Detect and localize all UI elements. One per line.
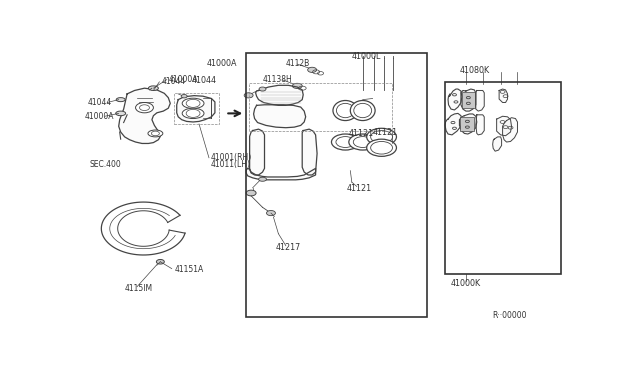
Ellipse shape bbox=[116, 111, 125, 116]
Polygon shape bbox=[502, 118, 518, 142]
Text: 41000K: 41000K bbox=[451, 279, 481, 288]
Ellipse shape bbox=[116, 97, 125, 102]
Polygon shape bbox=[250, 129, 264, 175]
Text: 4115lM: 4115lM bbox=[125, 284, 153, 293]
Text: 41121: 41121 bbox=[347, 184, 372, 193]
Text: SEC.400: SEC.400 bbox=[90, 160, 122, 169]
Polygon shape bbox=[255, 85, 303, 105]
Text: 41001(RH): 41001(RH) bbox=[211, 153, 252, 162]
Polygon shape bbox=[448, 89, 462, 110]
Text: 41044: 41044 bbox=[88, 98, 112, 107]
Ellipse shape bbox=[148, 130, 163, 137]
Text: 41000A: 41000A bbox=[85, 112, 115, 121]
Polygon shape bbox=[302, 129, 317, 175]
Ellipse shape bbox=[182, 108, 204, 119]
Polygon shape bbox=[246, 169, 316, 180]
Polygon shape bbox=[445, 113, 462, 135]
Bar bbox=[462, 93, 475, 108]
Bar bbox=[246, 53, 428, 317]
Ellipse shape bbox=[332, 134, 359, 150]
Polygon shape bbox=[461, 89, 476, 111]
Text: 41000L: 41000L bbox=[351, 52, 381, 61]
Ellipse shape bbox=[349, 134, 376, 150]
Polygon shape bbox=[497, 116, 511, 136]
Text: 41044: 41044 bbox=[191, 76, 216, 85]
Ellipse shape bbox=[259, 87, 266, 91]
Ellipse shape bbox=[246, 190, 256, 196]
Ellipse shape bbox=[136, 103, 154, 113]
Text: 41151A: 41151A bbox=[174, 265, 204, 274]
Ellipse shape bbox=[266, 211, 275, 216]
Ellipse shape bbox=[181, 94, 187, 98]
Polygon shape bbox=[460, 114, 477, 134]
Polygon shape bbox=[499, 89, 508, 103]
Text: 41044: 41044 bbox=[161, 77, 186, 86]
Ellipse shape bbox=[244, 93, 253, 98]
Polygon shape bbox=[476, 90, 484, 111]
Polygon shape bbox=[476, 115, 484, 135]
Polygon shape bbox=[493, 137, 502, 151]
Ellipse shape bbox=[156, 260, 164, 264]
Text: 41011(LH): 41011(LH) bbox=[211, 160, 250, 169]
Ellipse shape bbox=[350, 100, 375, 121]
Ellipse shape bbox=[148, 86, 158, 90]
Text: 41121: 41121 bbox=[372, 128, 398, 137]
Ellipse shape bbox=[182, 98, 204, 109]
Text: 41000A: 41000A bbox=[207, 59, 237, 68]
Text: 4112B: 4112B bbox=[286, 59, 310, 68]
Text: R··00000: R··00000 bbox=[492, 311, 527, 320]
Ellipse shape bbox=[292, 83, 302, 89]
Ellipse shape bbox=[259, 177, 266, 181]
Polygon shape bbox=[177, 96, 215, 122]
Bar bbox=[445, 82, 561, 274]
Text: 41080K: 41080K bbox=[460, 66, 490, 75]
Text: 41000A: 41000A bbox=[168, 75, 198, 84]
Polygon shape bbox=[118, 88, 170, 144]
Ellipse shape bbox=[367, 128, 396, 145]
Text: 41138H: 41138H bbox=[262, 74, 292, 83]
Bar bbox=[249, 83, 392, 131]
Bar bbox=[460, 117, 474, 131]
Text: 41217: 41217 bbox=[276, 243, 301, 252]
Ellipse shape bbox=[333, 100, 358, 121]
Polygon shape bbox=[253, 105, 306, 128]
Ellipse shape bbox=[367, 139, 396, 156]
Text: 41121: 41121 bbox=[349, 129, 374, 138]
Ellipse shape bbox=[308, 67, 317, 73]
Bar bbox=[174, 93, 219, 124]
